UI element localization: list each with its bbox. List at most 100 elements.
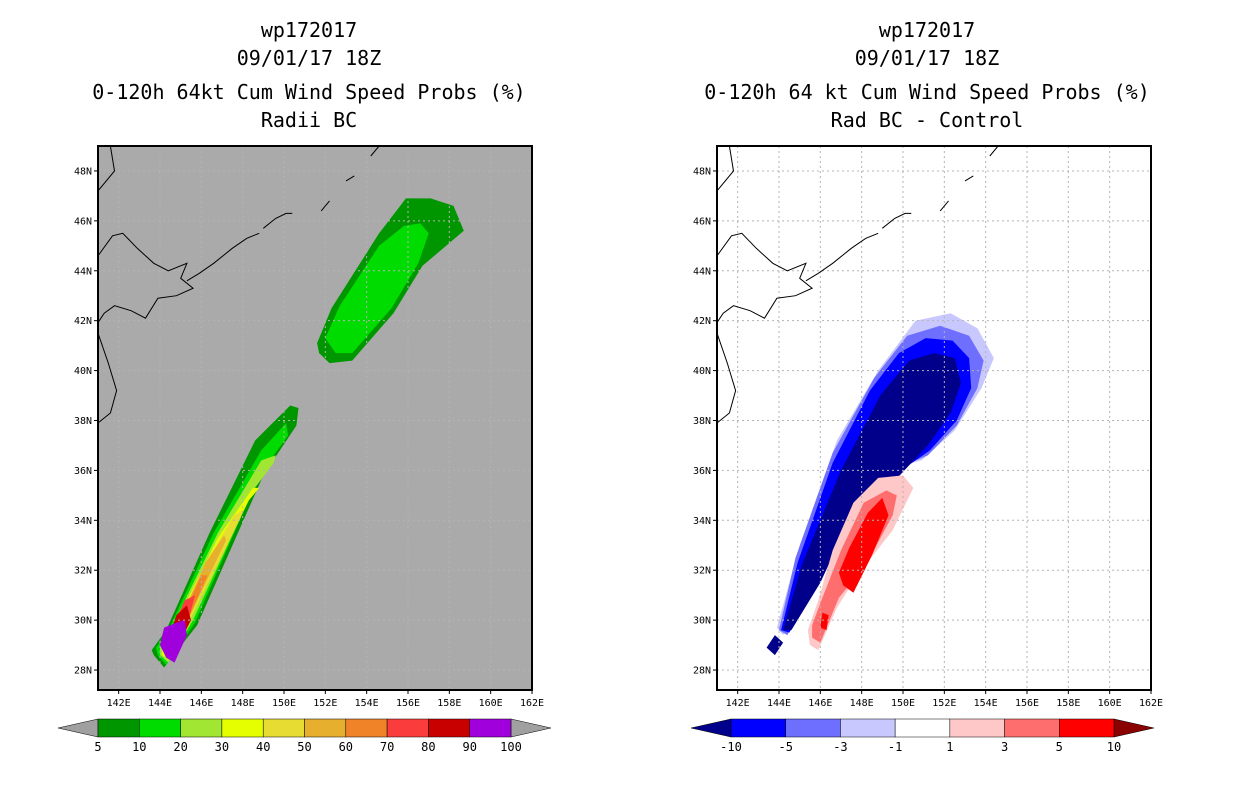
lat-label-36N: 36N bbox=[74, 466, 92, 477]
coastline-2 bbox=[186, 232, 260, 282]
colorbar-label-60: 60 bbox=[339, 740, 353, 754]
colorbar-swatch-0 bbox=[730, 718, 786, 738]
lat-label-30N: 30N bbox=[74, 616, 92, 627]
right-product-title: 0-120h 64 kt Cum Wind Speed Probs (%) bbox=[704, 80, 1150, 104]
lon-label-156E: 156E bbox=[396, 698, 420, 709]
right-map-panel: 142E 144E 146E 148E 150E 152E 154E 156E 158E 160E… bbox=[693, 145, 1163, 709]
colorbar-label-50: 50 bbox=[297, 740, 311, 754]
colorbar-label-10: 10 bbox=[132, 740, 146, 754]
colorbar-swatch-3 bbox=[221, 718, 264, 738]
lat-label-38N: 38N bbox=[693, 416, 711, 427]
coastline-3 bbox=[262, 212, 293, 229]
lon-label-150E: 150E bbox=[272, 698, 296, 709]
coastlines bbox=[717, 146, 999, 437]
colorbar-label--3: -3 bbox=[833, 740, 847, 754]
colorbar-label-90: 90 bbox=[462, 740, 476, 754]
colorbar-swatch-2 bbox=[180, 718, 223, 738]
lat-label-46N: 46N bbox=[74, 216, 92, 227]
contour-fill-5 bbox=[838, 497, 889, 593]
lat-label-42N: 42N bbox=[693, 316, 711, 327]
coastline-1 bbox=[717, 232, 814, 324]
lat-label-48N: 48N bbox=[74, 166, 92, 177]
colorbar-label-100: 100 bbox=[500, 740, 522, 754]
lon-label-144E: 144E bbox=[767, 698, 791, 709]
colorbar-swatch-1 bbox=[139, 718, 181, 738]
colorbar-label-40: 40 bbox=[256, 740, 270, 754]
right-datetime: 09/01/17 18Z bbox=[854, 46, 1000, 70]
lat-label-42N: 42N bbox=[74, 316, 92, 327]
colorbar-swatch-5 bbox=[304, 718, 347, 738]
left-datetime: 09/01/17 18Z bbox=[236, 46, 382, 70]
coastline-6 bbox=[989, 146, 999, 157]
lon-label-160E: 160E bbox=[479, 698, 503, 709]
left-title-block: wp172017 09/01/17 18Z 0-120h 64kt Cum Wi… bbox=[0, 16, 618, 134]
colorbar-label--10: -10 bbox=[720, 740, 742, 754]
colorbar-label--1: -1 bbox=[888, 740, 902, 754]
map-frame bbox=[716, 145, 1152, 691]
lat-label-28N: 28N bbox=[74, 666, 92, 677]
lat-label-34N: 34N bbox=[693, 516, 711, 527]
contour-fill--10 bbox=[766, 635, 784, 656]
colorbar-label-5: 5 bbox=[1056, 740, 1063, 754]
colorbar-low-extend bbox=[690, 718, 732, 738]
coastline-5 bbox=[964, 175, 974, 182]
right-colorbar: -10 -5 -3 -1 1 3 5 10 bbox=[690, 718, 1155, 754]
colorbar-label-80: 80 bbox=[421, 740, 435, 754]
coastline-2 bbox=[805, 232, 879, 282]
lat-label-28N: 28N bbox=[693, 666, 711, 677]
left-subtitle: Radii BC bbox=[260, 108, 358, 132]
coastline-0 bbox=[717, 146, 735, 192]
lat-label-48N: 48N bbox=[693, 166, 711, 177]
lon-label-146E: 146E bbox=[189, 698, 213, 709]
colorbar-swatch-6 bbox=[345, 718, 388, 738]
left-map-panel: 142E 144E 146E 148E 150E 152E 154E 156E 158E 160E… bbox=[74, 145, 544, 709]
lon-label-154E: 154E bbox=[355, 698, 379, 709]
colorbar-label-30: 30 bbox=[215, 740, 229, 754]
grid-lines bbox=[717, 146, 1151, 690]
left-colorbar: 5 10 20 30 40 50 60 70 80 90 100 bbox=[57, 718, 552, 754]
coastline-4 bbox=[939, 200, 949, 212]
coastline-7 bbox=[717, 333, 737, 424]
lat-label-32N: 32N bbox=[74, 566, 92, 577]
lat-label-34N: 34N bbox=[74, 516, 92, 527]
colorbar-swatch-6 bbox=[1059, 718, 1115, 738]
colorbar-swatch-8 bbox=[428, 718, 470, 738]
colorbar-swatch-4 bbox=[949, 718, 1005, 738]
lon-label-152E: 152E bbox=[932, 698, 956, 709]
lat-label-40N: 40N bbox=[74, 366, 92, 377]
lat-label-40N: 40N bbox=[693, 366, 711, 377]
lon-label-150E: 150E bbox=[891, 698, 915, 709]
coastline-5 bbox=[345, 175, 355, 182]
colorbar-swatch-4 bbox=[262, 718, 305, 738]
coastline-3 bbox=[881, 212, 912, 229]
right-storm-id: wp172017 bbox=[878, 18, 976, 42]
coastlines bbox=[98, 146, 380, 437]
lon-label-148E: 148E bbox=[850, 698, 874, 709]
colorbar-label-20: 20 bbox=[173, 740, 187, 754]
left-product-title: 0-120h 64kt Cum Wind Speed Probs (%) bbox=[92, 80, 526, 104]
grid-lines bbox=[98, 146, 532, 690]
lon-label-156E: 156E bbox=[1015, 698, 1039, 709]
lon-label-142E: 142E bbox=[726, 698, 750, 709]
right-subtitle: Rad BC - Control bbox=[830, 108, 1024, 132]
contour-fill-5 bbox=[820, 612, 829, 631]
lon-label-148E: 148E bbox=[231, 698, 255, 709]
lon-label-162E: 162E bbox=[520, 698, 544, 709]
coastline-7 bbox=[98, 333, 118, 424]
colorbar-label--5: -5 bbox=[778, 740, 792, 754]
right-title-block: wp172017 09/01/17 18Z 0-120h 64 kt Cum W… bbox=[618, 16, 1236, 134]
map-background bbox=[98, 146, 532, 690]
lat-label-32N: 32N bbox=[693, 566, 711, 577]
coastline-4 bbox=[320, 200, 330, 212]
lon-label-146E: 146E bbox=[808, 698, 832, 709]
map-frame bbox=[97, 145, 533, 691]
contour-layer bbox=[98, 146, 532, 690]
colorbar-label-3: 3 bbox=[1001, 740, 1008, 754]
colorbar-swatch-9 bbox=[469, 718, 512, 738]
lat-label-44N: 44N bbox=[74, 266, 92, 277]
colorbar-swatch-3 bbox=[894, 718, 951, 738]
colorbar-swatch-0 bbox=[97, 718, 140, 738]
lat-label-38N: 38N bbox=[74, 416, 92, 427]
coastline-0 bbox=[98, 146, 116, 192]
